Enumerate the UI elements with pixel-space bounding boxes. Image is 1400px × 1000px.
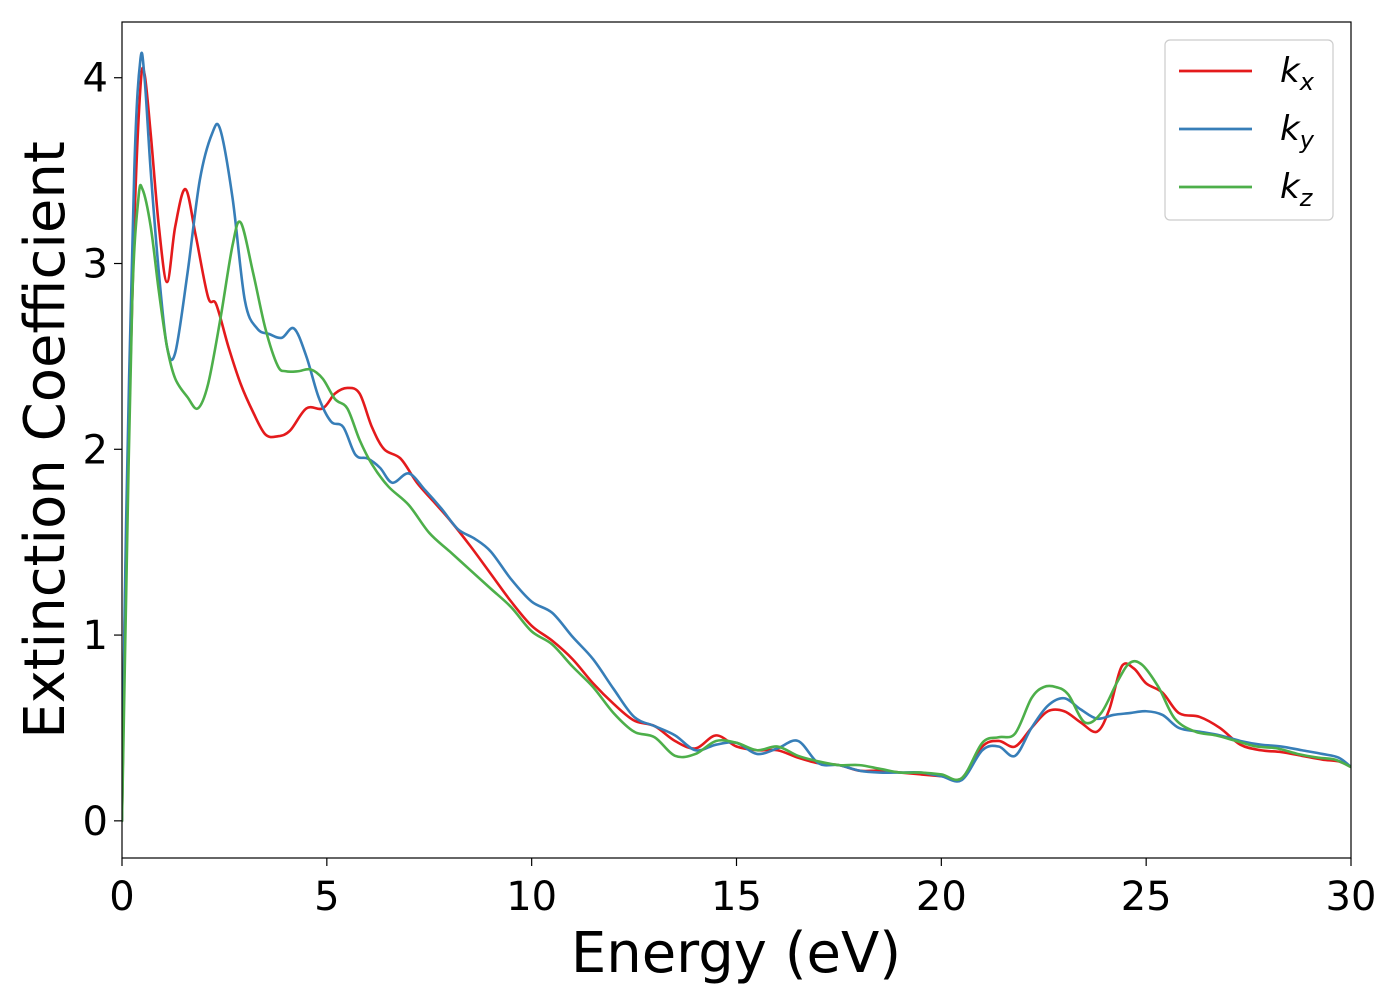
x-tick-label: 10 <box>506 874 557 920</box>
legend-label-ky: ky <box>1280 109 1315 154</box>
y-tick-label: 3 <box>83 242 108 288</box>
series-layer <box>122 51 1351 823</box>
x-tick-label: 25 <box>1121 874 1172 920</box>
legend-label-kx: kx <box>1280 51 1315 96</box>
y-tick-label: 2 <box>83 427 108 473</box>
x-tick-label: 30 <box>1326 874 1377 920</box>
legend: kx ky kz <box>1164 39 1334 221</box>
x-tick-label: 15 <box>711 874 762 920</box>
series-line-ky <box>122 51 1351 823</box>
x-axis-title: Energy (eV) <box>571 921 901 986</box>
y-tick-label: 4 <box>83 56 108 102</box>
y-axis-title: Extinction Coefficient <box>13 141 78 739</box>
x-tick-label: 0 <box>109 874 134 920</box>
x-tick-label: 5 <box>314 874 339 920</box>
y-axis: 0 1 2 3 4 <box>83 56 122 845</box>
x-axis: 0 5 10 15 20 25 30 <box>109 858 1376 920</box>
legend-label-kz: kz <box>1280 167 1314 212</box>
x-tick-label: 20 <box>916 874 967 920</box>
y-tick-label: 0 <box>83 799 108 845</box>
y-tick-label: 1 <box>83 613 108 659</box>
series-line-kx <box>122 66 1351 823</box>
series-line-kz <box>122 183 1351 823</box>
